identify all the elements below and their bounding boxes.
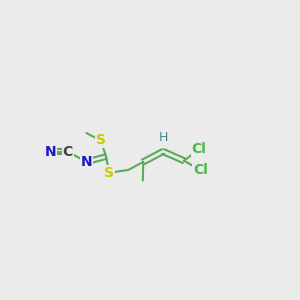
Text: Cl: Cl	[193, 163, 208, 177]
Text: N: N	[80, 155, 92, 169]
Text: H: H	[158, 131, 168, 144]
Text: N: N	[44, 145, 56, 158]
Text: S: S	[104, 166, 114, 180]
Text: C: C	[63, 145, 73, 158]
Text: S: S	[96, 134, 106, 147]
Text: Cl: Cl	[192, 142, 206, 156]
